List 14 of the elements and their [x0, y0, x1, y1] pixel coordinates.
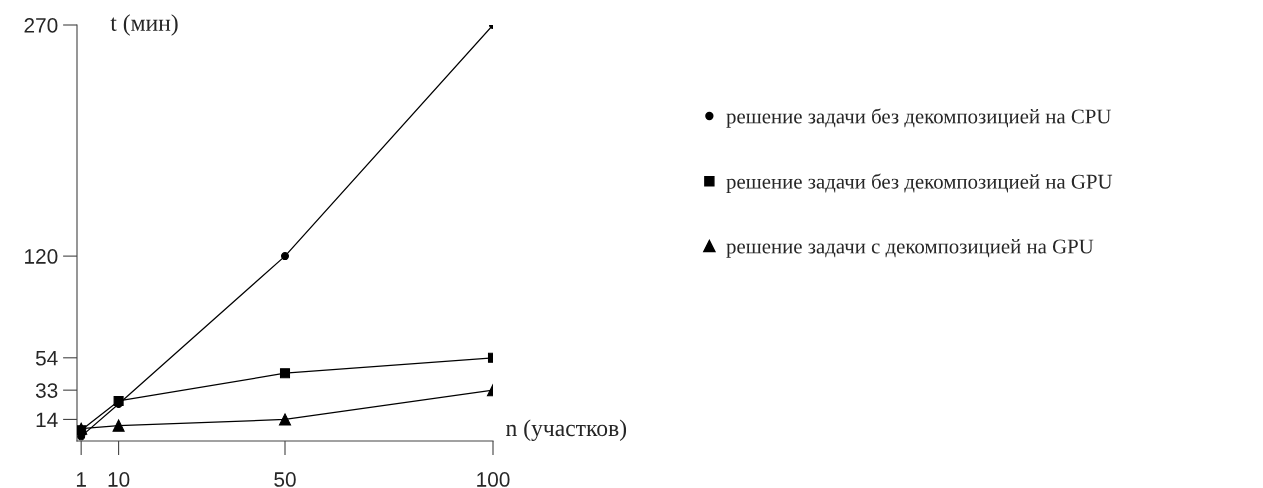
x-tick-label: 10 — [108, 472, 130, 487]
legend-label: решение задачи без декомпозицией на GPU — [726, 173, 1113, 193]
x-tick-label: 100 — [477, 472, 510, 487]
y-axis-title: t (мин) — [110, 14, 178, 36]
y-tick-label: 14 — [36, 412, 58, 427]
x-tick-label: 50 — [274, 472, 296, 487]
legend-label: решение задачи без декомпозицией на CPU — [726, 108, 1111, 128]
legend-label: решение задачи с декомпозицией на GPU — [726, 239, 1094, 258]
y-tick-label: 33 — [35, 383, 58, 398]
x-axis-title: n (участков) — [506, 419, 627, 441]
y-tick-label: 54 — [35, 351, 58, 366]
x-tick-label: 1 — [76, 472, 86, 487]
y-tick-label: 270 — [24, 18, 58, 33]
y-tick-label: 120 — [25, 249, 58, 264]
